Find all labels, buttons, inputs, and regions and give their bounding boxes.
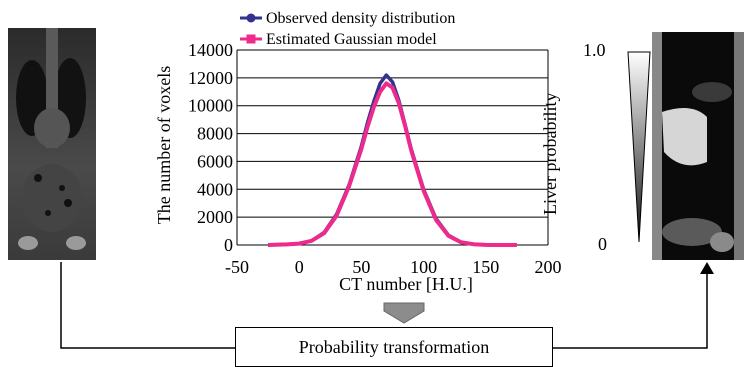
- y-tick-labels: 0 2000 4000 6000 8000 10000 12000 14000: [188, 40, 233, 255]
- probability-transformation-label: Probability transformation: [298, 336, 490, 357]
- down-arrow-icon: [383, 302, 425, 324]
- legend-label-2: Estimated Gaussian model: [266, 31, 437, 48]
- probability-bottom-label: 0: [598, 234, 607, 254]
- y-tick-label: 2000: [197, 207, 233, 227]
- legend-marker-2: [246, 34, 256, 44]
- right-connector-line: [553, 272, 708, 349]
- x-tick-label: 50: [352, 257, 370, 277]
- x-tick-label: 200: [535, 257, 562, 277]
- x-tick-label: 0: [295, 257, 304, 277]
- y-tick-label: 10000: [188, 96, 233, 116]
- legend-marker-1: [246, 13, 256, 23]
- y-tick-label: 4000: [197, 179, 233, 199]
- chart-legend: Observed density distribution Estimated G…: [240, 10, 455, 48]
- legend-label-1: Observed density distribution: [266, 10, 455, 27]
- y-tick-label: 6000: [197, 151, 233, 171]
- y-tick-label: 12000: [188, 68, 233, 88]
- chart-series: [268, 73, 517, 247]
- y-tick-label: 8000: [197, 124, 233, 144]
- left-connector-line: [60, 262, 235, 349]
- chart-axes: [236, 50, 549, 245]
- probability-top-label: 1.0: [583, 40, 606, 60]
- y-axis-label: The number of voxels: [154, 66, 174, 224]
- x-tick-label: 100: [410, 257, 437, 277]
- ct-input-image: [8, 28, 96, 260]
- probability-transformation-box: Probability transformation: [235, 327, 553, 367]
- up-arrow-icon: [700, 262, 714, 274]
- y-tick-label: 14000: [188, 40, 233, 60]
- x-tick-labels: -50 0 50 100 150 200: [225, 257, 562, 277]
- x-axis-label: CT number [H.U.]: [339, 274, 473, 294]
- series-line-2: [268, 81, 517, 247]
- liver-probability-image: [652, 32, 744, 260]
- x-tick-label: 150: [472, 257, 499, 277]
- x-tick-label: -50: [225, 257, 249, 277]
- y-tick-label: 0: [224, 235, 233, 255]
